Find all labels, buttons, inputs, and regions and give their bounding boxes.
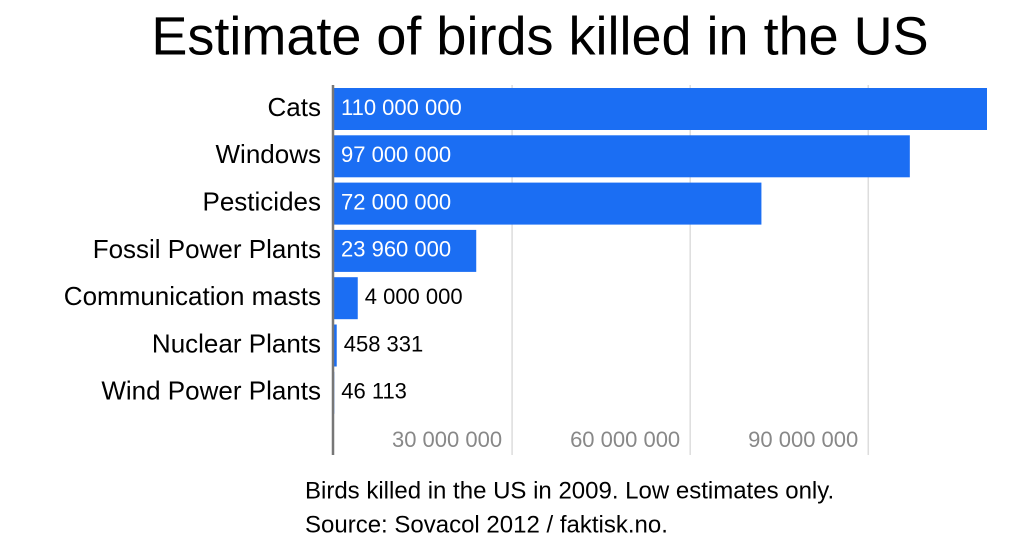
bar: [334, 135, 910, 178]
x-tick-label: 60 000 000: [570, 427, 680, 452]
y-tick-label: Windows: [216, 139, 321, 169]
value-label: 4 000 000: [365, 284, 463, 309]
caption: Source: Sovacol 2012 / faktisk.no.: [305, 511, 668, 538]
y-tick-label: Fossil Power Plants: [93, 234, 321, 264]
y-tick-label: Cats: [268, 92, 321, 122]
y-tick-label: Pesticides: [203, 186, 322, 216]
value-label: 97 000 000: [341, 142, 451, 167]
bar: [334, 324, 337, 367]
value-label: 46 113: [341, 379, 407, 404]
bar: [334, 277, 358, 320]
value-label: 23 960 000: [341, 237, 451, 262]
bar: [334, 88, 987, 130]
y-tick-label: Communication masts: [64, 281, 321, 311]
value-label: 72 000 000: [341, 189, 451, 214]
bar: [334, 182, 762, 225]
value-label: 458 331: [344, 331, 424, 356]
bar: [334, 229, 477, 272]
x-tick-label: 90 000 000: [748, 427, 858, 452]
chart-title: Estimate of birds killed in the US: [151, 6, 928, 66]
caption: Birds killed in the US in 2009. Low esti…: [305, 477, 834, 504]
value-label: 110 000 000: [341, 95, 462, 120]
y-tick-label: Wind Power Plants: [101, 376, 321, 406]
x-tick-label: 30 000 000: [392, 427, 502, 452]
y-tick-label: Nuclear Plants: [152, 328, 321, 358]
